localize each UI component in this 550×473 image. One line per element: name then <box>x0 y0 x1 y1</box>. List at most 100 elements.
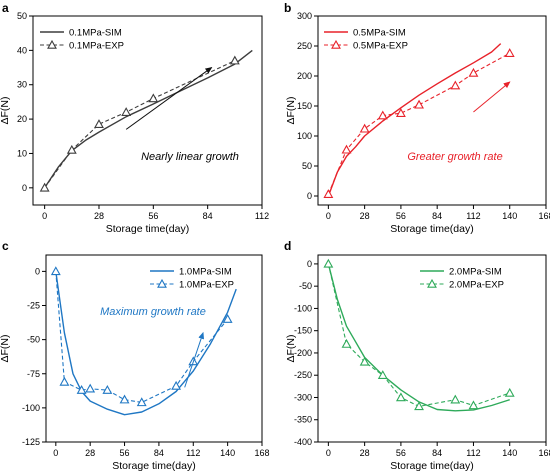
plot-frame-a <box>32 15 263 206</box>
series-2-0mpa-exp-marker-6 <box>450 394 461 404</box>
plot-frame-d <box>317 254 547 443</box>
series-0-5mpa-exp-marker-2 <box>359 123 370 133</box>
y-tick-label: 0 <box>307 191 312 201</box>
y-tick-label: 50 <box>17 11 27 21</box>
y-tick-label: 300 <box>297 11 312 21</box>
legend-label-0-5mpa-sim: 0.5MPa-SIM <box>353 28 406 39</box>
panel-letter-b: b <box>284 1 291 15</box>
series-2-0mpa-exp-marker-2 <box>359 356 370 366</box>
y-tick-label: -25 <box>27 301 40 311</box>
series-1-0mpa-exp-marker-0 <box>50 266 61 276</box>
series-line-1-0mpa-sim <box>55 271 237 416</box>
y-tick-label: 0 <box>22 183 27 193</box>
plot-frame-b <box>317 15 547 206</box>
y-tick-label: -100 <box>22 403 40 413</box>
y-tick-label: -50 <box>27 335 40 345</box>
plot-frame-c <box>45 254 263 443</box>
panel-letter-c: c <box>2 239 9 253</box>
y-tick-label: 40 <box>17 45 27 55</box>
legend-label-0-5mpa-exp: 0.5MPa-EXP <box>353 41 408 52</box>
series-0-5mpa-exp-marker-4 <box>395 108 406 117</box>
series-1-0mpa-exp-marker-5 <box>119 394 130 404</box>
legend-0-5mpa-exp-marker-0 <box>331 39 341 49</box>
y-tick-label: -75 <box>27 369 40 379</box>
x-tick-label: 56 <box>396 448 406 458</box>
series-line-1-0mpa-exp <box>55 271 229 403</box>
legend-label-1-0mpa-exp: 1.0MPa-EXP <box>179 280 234 291</box>
x-tick-label: 112 <box>186 448 200 458</box>
x-tick-label: 0 <box>53 448 58 458</box>
x-axis-title: Storage time(day) <box>390 223 473 235</box>
series-0-5mpa-exp-marker-1 <box>341 144 352 154</box>
y-tick-label: -250 <box>294 370 312 380</box>
x-tick-label: 28 <box>360 211 370 221</box>
x-tick-label: 28 <box>360 448 370 458</box>
series-line-0-1mpa-exp <box>44 60 236 189</box>
y-tick-label: 10 <box>17 148 27 158</box>
x-tick-label: 84 <box>432 448 442 458</box>
annotation-arrow <box>184 331 205 388</box>
x-tick-label: 168 <box>538 448 550 458</box>
legend-0-1mpa-exp-marker-0 <box>47 39 57 49</box>
x-tick-label: 112 <box>255 211 269 221</box>
x-tick-label: 140 <box>220 448 235 458</box>
series-0-1mpa-exp-marker-3 <box>121 107 132 116</box>
panel-a: a 0 28 56 84 112 0 10 20 30 40 50 Storage time(day) Δ… <box>0 1 269 235</box>
x-tick-label: 0 <box>326 211 331 221</box>
series-1-0mpa-exp-marker-9 <box>222 314 233 323</box>
series-1-0mpa-exp-marker-7 <box>171 380 182 390</box>
series-2-0mpa-exp-marker-1 <box>341 338 352 348</box>
legend-label-0-1mpa-sim: 0.1MPa-SIM <box>69 28 122 39</box>
panel-letter-d: d <box>284 239 291 253</box>
y-tick-label: 150 <box>297 101 312 111</box>
y-tick-label: 200 <box>297 71 312 81</box>
y-tick-label: -125 <box>22 437 40 447</box>
x-tick-label: 56 <box>396 211 406 221</box>
series-1-0mpa-exp-marker-6 <box>136 397 147 407</box>
x-axis-title: Storage time(day) <box>106 223 189 235</box>
series-1-0mpa-exp-marker-2 <box>76 384 87 394</box>
y-tick-label: 100 <box>297 131 312 141</box>
series-1-0mpa-exp-marker-3 <box>85 383 96 393</box>
y-axis-title: ΔF(N) <box>0 96 11 124</box>
x-tick-label: 140 <box>502 211 517 221</box>
panel-letter-a: a <box>2 1 9 15</box>
y-tick-label: -400 <box>294 437 312 447</box>
legend-label-2-0mpa-sim: 2.0MPa-SIM <box>449 267 502 278</box>
x-tick-label: 112 <box>466 448 480 458</box>
x-tick-label: 56 <box>148 211 158 221</box>
legend-label-1-0mpa-sim: 1.0MPa-SIM <box>179 267 232 278</box>
x-tick-label: 168 <box>538 211 550 221</box>
series-2-0mpa-exp-marker-4 <box>395 392 406 402</box>
series-0-5mpa-exp-marker-3 <box>377 110 388 120</box>
x-axis-title: Storage time(day) <box>112 460 195 472</box>
series-0-5mpa-exp-marker-7 <box>468 67 479 77</box>
series-line-2-0mpa-sim <box>327 263 510 412</box>
series-0-5mpa-exp-marker-6 <box>450 80 461 90</box>
annotation-text: Maximum growth rate <box>100 306 206 318</box>
y-tick-label: -350 <box>294 415 312 425</box>
y-tick-label: 0 <box>35 266 40 276</box>
annotation-arrow <box>125 66 213 130</box>
x-axis-title: Storage time(day) <box>390 460 473 472</box>
x-tick-label: 28 <box>94 211 104 221</box>
y-tick-label: -100 <box>294 303 312 313</box>
x-tick-label: 84 <box>432 211 442 221</box>
y-tick-label: -300 <box>294 392 312 402</box>
panel-c: c 0 28 56 84 112 140 168 0 -25 -50 -75 -100 -125 Stora… <box>0 239 270 472</box>
x-tick-label: 84 <box>154 448 164 458</box>
panel-b: b 0 28 56 84 112 140 168 0 50 100 150 200 250 300 Stora… <box>284 1 550 235</box>
series-0-1mpa-exp-marker-0 <box>39 182 50 192</box>
y-axis-title: ΔF(N) <box>0 334 11 362</box>
series-0-1mpa-exp-marker-4 <box>148 93 159 103</box>
series-line-0-5mpa-exp <box>327 52 510 195</box>
series-1-0mpa-exp-marker-1 <box>59 376 70 386</box>
series-0-5mpa-exp-marker-0 <box>323 189 334 198</box>
series-2-0mpa-exp-marker-3 <box>377 370 388 379</box>
series-0-1mpa-exp-marker-2 <box>94 119 104 128</box>
series-2-0mpa-exp-marker-5 <box>414 401 424 411</box>
legend-1-0mpa-exp-marker-0 <box>157 278 167 288</box>
series-2-0mpa-exp-marker-0 <box>323 258 334 268</box>
y-tick-label: 0 <box>307 259 312 269</box>
